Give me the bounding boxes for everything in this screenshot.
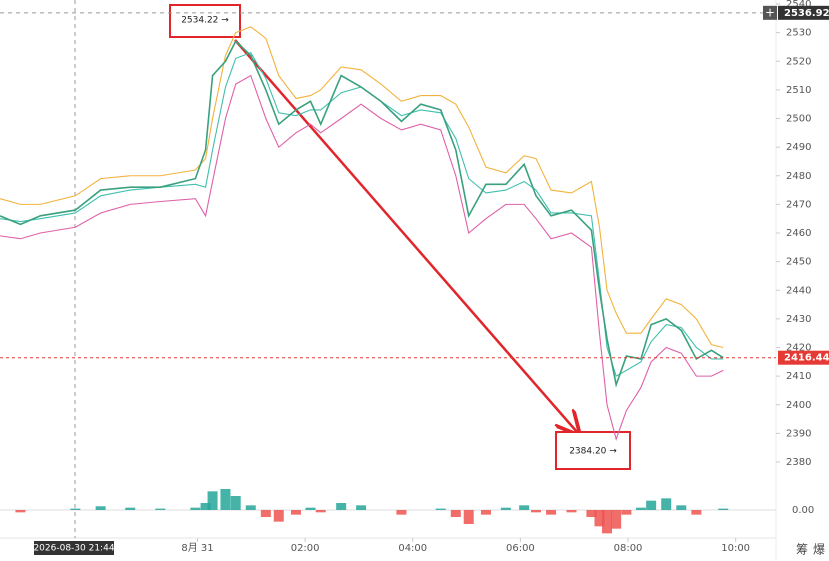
crosshair-time: 2026-08-30 21:44: [33, 544, 114, 554]
macd-bar: [718, 508, 729, 510]
macd-bar: [245, 505, 256, 510]
y-tick-label: 2480: [786, 171, 811, 182]
macd-bar: [273, 510, 284, 522]
macd-bar: [396, 510, 407, 515]
macd-bar: [480, 510, 491, 515]
macd-bar: [220, 489, 231, 510]
x-tick-label: 04:00: [398, 543, 427, 554]
crosshair-time-box: [34, 541, 114, 555]
y-tick-label: 2500: [786, 114, 811, 125]
macd-bar: [70, 508, 81, 510]
x-tick-label: 06:00: [506, 543, 535, 554]
crosshair-price-box: [778, 5, 829, 20]
y-tick-label: 2540: [786, 0, 811, 10]
y-tick-label: 2430: [786, 314, 811, 325]
macd-bar: [356, 505, 367, 510]
macd-bar: [207, 491, 218, 510]
price-line: [0, 39, 724, 388]
macd-bar: [676, 505, 687, 510]
y2-tick-label: 0.00: [792, 505, 814, 516]
macd-bar: [125, 507, 136, 510]
arrow: [234, 39, 577, 432]
macd-bar: [546, 510, 557, 515]
macd-bar: [611, 510, 622, 529]
macd-bar: [305, 507, 316, 510]
last-price: 2416.44: [784, 353, 829, 364]
macd-bar: [200, 503, 211, 510]
macd-bar: [450, 510, 461, 517]
y-tick-label: 2470: [786, 199, 811, 210]
macd-bar: [435, 508, 446, 510]
x-tick-label: 8月 31: [181, 542, 213, 554]
macd-bar: [530, 510, 541, 513]
macd-bar: [230, 496, 241, 510]
macd-bar: [646, 500, 657, 510]
macd-bar: [190, 507, 201, 510]
macd-bar: [602, 510, 613, 534]
y-tick-label: 2400: [786, 400, 811, 411]
toolbar-icon[interactable]: 筹: [796, 543, 808, 557]
y-tick-label: 2460: [786, 228, 811, 239]
price-line: [0, 26, 724, 349]
y-tick-label: 2390: [786, 428, 811, 439]
crosshair-price: 2536.92: [784, 8, 829, 19]
y-tick-label: 2530: [786, 28, 811, 39]
price-line: [0, 74, 724, 441]
y-tick-label: 2410: [786, 371, 811, 382]
y-tick-label: 2420: [786, 343, 811, 354]
y-tick-label: 2510: [786, 85, 811, 96]
macd-bar: [500, 507, 511, 510]
macd-bar: [635, 507, 646, 510]
macd-bar: [260, 510, 271, 517]
macd-bar: [290, 510, 301, 515]
x-tick-label: 08:00: [614, 543, 643, 554]
macd-bar: [95, 506, 106, 510]
annotation: 2384.20 →: [569, 447, 617, 457]
macd-bar: [155, 508, 166, 510]
macd-bar: [621, 510, 632, 515]
crosshair-plus-icon: +: [765, 5, 775, 19]
macd-bar: [691, 510, 702, 515]
annotation: 2534.22 →: [181, 16, 229, 26]
macd-bar: [566, 510, 577, 513]
macd-bar: [15, 510, 26, 513]
y-tick-label: 2520: [786, 56, 811, 67]
x-tick-label: 10:00: [721, 543, 750, 554]
macd-bar: [463, 510, 474, 524]
macd-bar: [519, 505, 530, 510]
macd-bar: [336, 503, 347, 510]
y-tick-label: 2450: [786, 257, 811, 268]
x-tick-label: 02:00: [291, 543, 320, 554]
toolbar-icon[interactable]: 爆: [813, 543, 825, 557]
y-tick-label: 2440: [786, 285, 811, 296]
annotation-box: [555, 431, 631, 470]
macd-bar: [315, 510, 326, 513]
macd-bar: [661, 498, 672, 510]
y-tick-label: 2490: [786, 142, 811, 153]
crosshair-plus: [763, 5, 777, 20]
macd-bar: [586, 510, 597, 517]
annotation-box: [169, 4, 241, 38]
macd-bar: [594, 510, 605, 527]
last-price-box: [778, 350, 829, 365]
y-tick-label: 2380: [786, 457, 811, 468]
price-line: [0, 51, 724, 377]
